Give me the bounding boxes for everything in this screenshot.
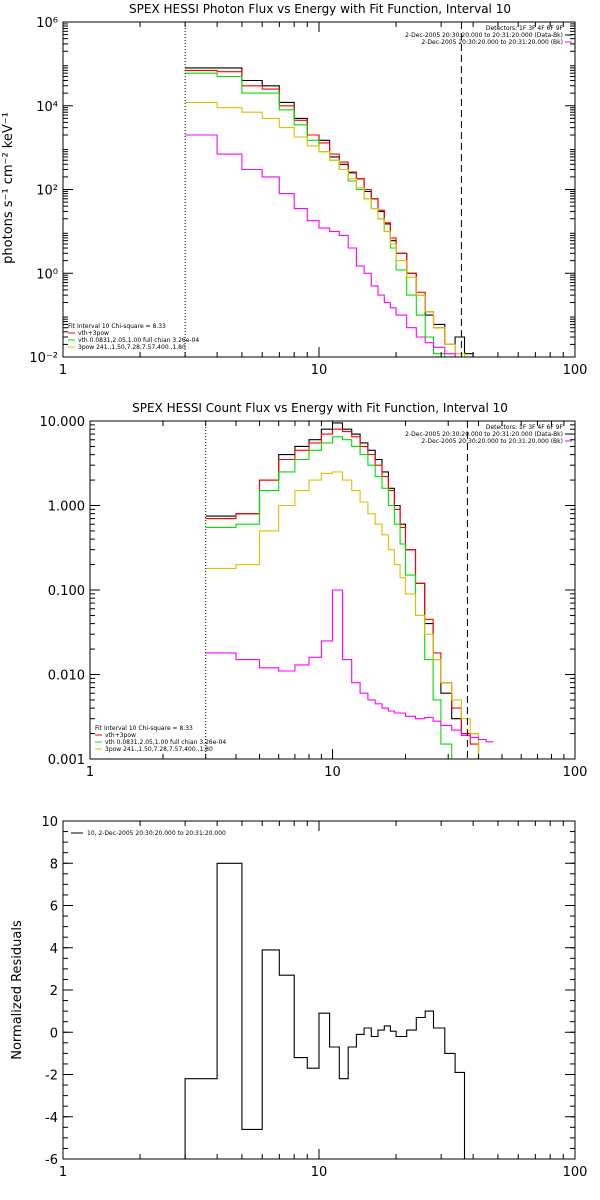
plot-frame-0: [62, 21, 576, 358]
y-tick-label-1-0: 0.001: [48, 753, 85, 768]
y-tick-label-2-0: -6: [45, 1153, 58, 1168]
series-1-1: [205, 428, 494, 759]
y-tick-label-1-4: 10.000: [40, 415, 86, 430]
y-tick-label-2-7: 8: [50, 857, 58, 872]
residuals-ylabel: Normalized Residuals: [10, 920, 25, 1060]
x-tick-label-0-0: 1: [59, 363, 67, 378]
legend-bottom-0-3: 3pow 241.,1.50,7.28,7.57,400.,1.80: [78, 344, 186, 351]
count-flux-title: SPEX HESSI Count Flux vs Energy with Fit…: [132, 401, 508, 415]
x-tick-label-1-0: 1: [86, 765, 94, 780]
y-tick-label-2-5: 4: [50, 942, 58, 957]
y-tick-label-1-3: 1.000: [48, 500, 85, 515]
legend-bottom-1-2: vth 0.0831,2.05,1.00 full chian 3.26e-04: [105, 739, 226, 746]
series-0-4: [185, 134, 466, 357]
photon-flux-title: SPEX HESSI Photon Flux vs Energy with Fi…: [129, 2, 511, 16]
legend-bottom-0-0: Fit Interval 10 Chi-square = 8.33: [68, 323, 166, 330]
series-0-0: [185, 67, 489, 357]
x-tick-label-2-2: 100: [563, 1165, 588, 1180]
x-tick-label-0-2: 100: [563, 363, 588, 378]
legend-top-1-0: Detectors: 1F 3F 4F 6F 9F: [486, 424, 564, 431]
series-1-0: [205, 422, 494, 759]
x-tick-label-2-0: 1: [59, 1165, 67, 1180]
y-tick-label-0-4: 10⁶: [36, 16, 58, 31]
y-tick-label-0-1: 10⁰: [36, 267, 58, 282]
series-0-3: [185, 101, 466, 357]
x-tick-label-1-2: 100: [563, 765, 588, 780]
y-tick-label-2-6: 6: [50, 900, 58, 915]
plot-frame-2: [62, 820, 576, 1160]
series-0-1: [185, 69, 466, 357]
photon-flux-panel: SPEX HESSI Photon Flux vs Energy with Fi…: [1, 2, 587, 378]
y-tick-label-0-3: 10⁴: [36, 100, 58, 115]
y-tick-label-1-1: 0.010: [48, 669, 85, 684]
series-1-3: [205, 471, 494, 759]
y-tick-label-0-2: 10²: [36, 184, 58, 199]
legend-top-1-2: 2-Dec-2005 20:30:20.000 to 20:31:20.000 …: [421, 438, 563, 445]
y-tick-label-2-8: 10: [41, 815, 58, 830]
legend-top-0-1: 2-Dec-2005 20:30:20.000 to 20:31:20.000 …: [405, 32, 563, 39]
residuals-panel: Normalized Residuals 1 10 100 -6 -4 -2 0 2 4 6 8 10…: [10, 815, 587, 1180]
y-tick-label-0-0: 10⁻²: [29, 351, 58, 366]
x-tick-label-0-1: 10: [311, 363, 328, 378]
legend-left-2-0: 10, 2-Dec-2005 20:30:20.000 to 20:31:20.…: [87, 830, 226, 837]
y-tick-label-2-1: -4: [45, 1111, 58, 1126]
series-2-0: [184, 862, 466, 1159]
legend-top-0-2: 2-Dec-2005 20:30:20.000 to 20:31:20.000 …: [421, 39, 563, 46]
count-flux-panel: SPEX HESSI Count Flux vs Energy with Fit…: [40, 401, 588, 780]
y-tick-label-1-2: 0.100: [48, 584, 85, 599]
legend-top-1-1: 2-Dec-2005 20:30:20.000 to 20:31:20.000 …: [405, 431, 563, 438]
legend-bottom-1-0: Fit Interval 10 Chi-square = 8.33: [95, 725, 193, 732]
legend-bottom-1-1: vth+3pow: [105, 732, 136, 739]
y-tick-label-2-4: 2: [50, 984, 58, 999]
photon-flux-ylabel: photons s⁻¹ cm⁻² keV⁻¹: [1, 112, 16, 264]
legend-bottom-1-3: 3pow 241.,1.50,7.28,7.57,400.,1.80: [105, 746, 213, 753]
x-tick-label-1-1: 10: [324, 765, 341, 780]
y-tick-label-2-3: 0: [50, 1026, 58, 1041]
legend-bottom-0-2: vth 0.0831,2.05,1.00 full chian 3.26e-04: [78, 337, 199, 344]
legend-bottom-0-1: vth+3pow: [78, 330, 109, 337]
series-1-4: [205, 589, 494, 743]
y-tick-label-2-2: -2: [45, 1069, 58, 1084]
series-0-2: [185, 72, 446, 357]
series-1-2: [205, 436, 453, 759]
legend-top-0-0: Detectors: 1F 3F 4F 6F 9F: [486, 25, 564, 32]
x-tick-label-2-1: 10: [311, 1165, 328, 1180]
